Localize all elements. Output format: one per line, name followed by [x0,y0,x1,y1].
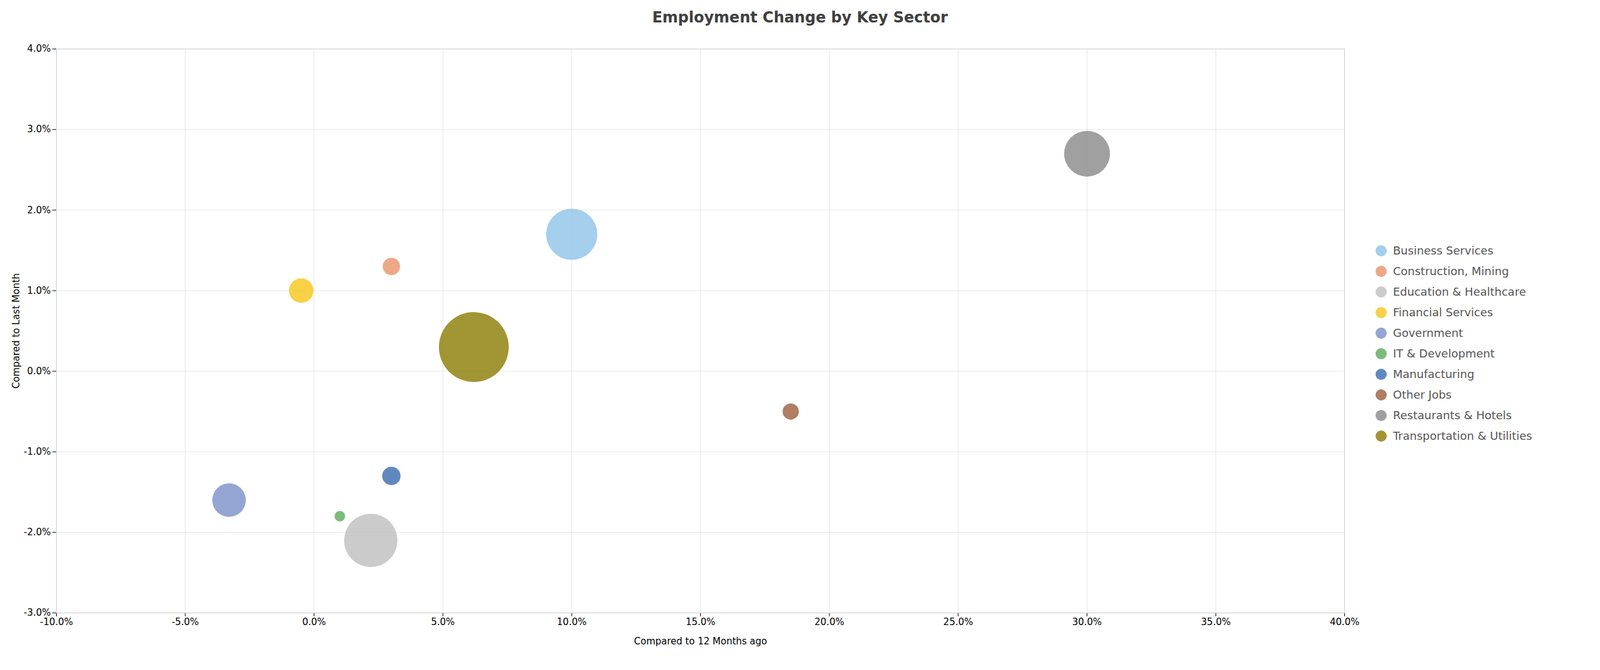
svg-text:-1.0%: -1.0% [23,445,52,458]
svg-text:-2.0%: -2.0% [23,526,52,538]
html-text:Government: Government [1392,326,1464,340]
svg-text:2.0%: 2.0% [26,204,51,216]
svg-text:1.0%: 1.0% [26,284,51,297]
svg-text:40.0%: 40.0% [1330,616,1360,628]
html-text:Restaurants & Hotels: Restaurants & Hotels [1392,408,1512,422]
svg-text:15.0%: 15.0% [685,616,716,628]
html-text:Other Jobs: Other Jobs [1392,387,1452,401]
svg-text:10.0%: 10.0% [556,616,587,628]
svg-text:Compared to Last Month: Compared to Last Month [10,273,22,389]
svg-text:3.0%: 3.0% [26,123,51,135]
svg-text:-3.0%: -3.0% [23,606,51,619]
html-text:Employment Change by Key Secto: Employment Change by Key Sector [652,8,948,27]
html-text:Financial Services: Financial Services [1392,305,1494,319]
html-text:Transportation & Utilities: Transportation & Utilities [1392,428,1533,443]
html-text:Manufacturing: Manufacturing [1392,367,1475,381]
svg-text:4.0%: 4.0% [26,43,51,55]
svg-text:5.0%: 5.0% [430,616,455,628]
svg-text:-10.0%: -10.0% [39,616,73,628]
svg-text:0.0%: 0.0% [26,365,51,377]
svg-text:25.0%: 25.0% [943,616,974,628]
html-text:Construction, Mining: Construction, Mining [1392,264,1509,278]
svg-text:20.0%: 20.0% [814,616,845,628]
svg-text:-5.0%: -5.0% [171,616,199,628]
svg-text:35.0%: 35.0% [1200,616,1231,628]
html-text:IT & Development: IT & Development [1392,346,1495,360]
html-text:Business Services: Business Services [1392,243,1494,257]
svg-text:0.0%: 0.0% [302,616,327,628]
svg-text:Compared to 12 Months ago: Compared to 12 Months ago [634,635,768,647]
html-text:Education & Healthcare: Education & Healthcare [1392,284,1526,299]
svg-text:30.0%: 30.0% [1071,616,1102,628]
